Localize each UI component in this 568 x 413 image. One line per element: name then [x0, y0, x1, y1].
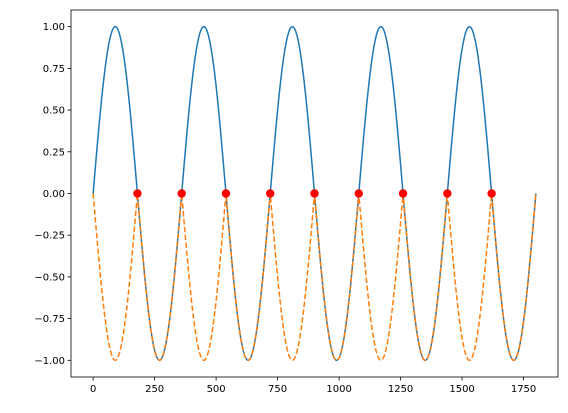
scatter-point [487, 189, 496, 198]
y-tick-label: 0.50 [43, 106, 65, 117]
y-tick-label: −0.25 [34, 231, 65, 242]
scatter-point [221, 189, 231, 198]
y-tick-label: 0.00 [43, 189, 65, 200]
y-axis: −1.00 −0.75 −0.50 −0.25 0.00 0.25 0.50 0.75 1.00 [34, 22, 71, 367]
scatter-point [354, 189, 363, 198]
scatter-point [133, 189, 142, 198]
x-tick-label: 1250 [388, 384, 413, 395]
scatter-point [266, 189, 275, 198]
x-tick-label: 1750 [511, 384, 536, 395]
scatter-point [443, 189, 452, 198]
x-tick-label: 250 [145, 384, 164, 395]
x-tick-label: 1000 [326, 384, 351, 395]
x-axis: 0 250 500 750 1000 1250 1500 1750 [90, 377, 536, 395]
plot-points [133, 189, 496, 198]
y-tick-label: −1.00 [34, 356, 65, 367]
x-tick-label: 1500 [449, 384, 474, 395]
scatter-point [398, 189, 408, 198]
scatter-point [177, 189, 186, 198]
y-tick-label: −0.75 [34, 314, 65, 325]
x-tick-label: 750 [268, 384, 287, 395]
y-tick-label: 0.75 [43, 64, 65, 75]
x-tick-label: 500 [207, 384, 226, 395]
y-tick-label: 0.25 [43, 147, 65, 158]
y-tick-label: −0.50 [34, 272, 65, 283]
scatter-point [310, 189, 319, 198]
x-tick-label: 0 [90, 384, 96, 395]
y-tick-label: 1.00 [43, 22, 65, 33]
